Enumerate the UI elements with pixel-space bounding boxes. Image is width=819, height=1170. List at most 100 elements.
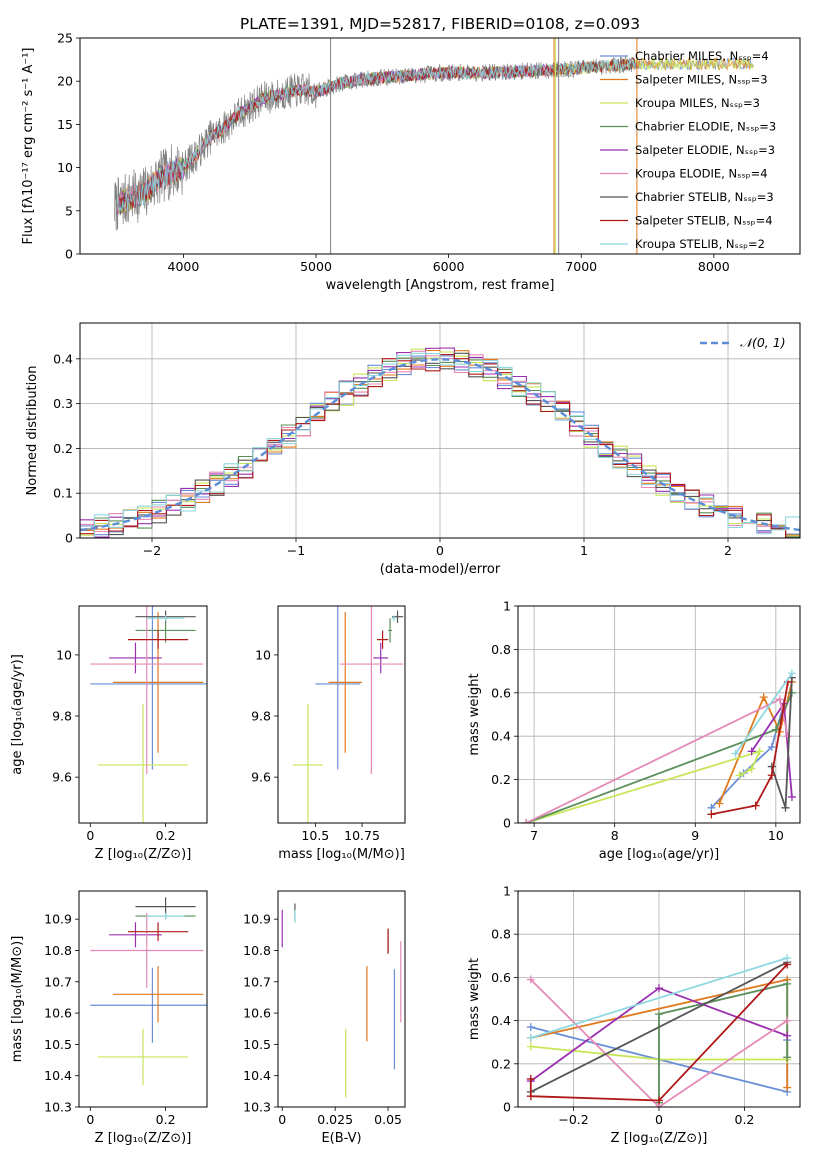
mass-age-errorbar xyxy=(376,630,389,649)
age-weight-frame xyxy=(517,605,801,824)
z-age-frame xyxy=(78,605,208,824)
z-age-ytick-label: 9.8 xyxy=(52,709,72,724)
residuals-ytick-label: 0.4 xyxy=(53,351,73,366)
z-age-xtick-label: 0 xyxy=(86,828,94,843)
mass-age-errorbar xyxy=(373,642,389,674)
age-weight-point-marker xyxy=(787,792,796,801)
z-weight-ytick-label: 1 xyxy=(503,884,511,899)
spectrum-xtick-label: 8000 xyxy=(698,259,730,274)
z-age-errorbar xyxy=(90,606,207,770)
age-weight-ytick-label: 0 xyxy=(503,816,511,831)
mass-age-errorbar xyxy=(328,612,363,753)
z-age-ytick-label: 10 xyxy=(56,647,72,662)
z-age-errorbar xyxy=(97,703,189,823)
z-weight-xtick-label: 0.2 xyxy=(735,1112,755,1127)
z-mass-plot-area xyxy=(90,897,207,1086)
z-age-ylabel: age [log₁₀(age/yr)] xyxy=(10,654,25,775)
ebv-mass-ytick-label: 10.8 xyxy=(243,943,271,958)
z-age-panel: 0 0.2 9.6 9.8 10 Z [log₁₀(Z/Z⊙)] age [log₁₀(ag… xyxy=(10,605,208,862)
age-weight-ytick-label: 0.8 xyxy=(491,642,511,657)
age-weight-point-marker xyxy=(522,819,531,823)
residuals-ytick-label: 0.3 xyxy=(53,396,73,411)
spectrum-ylabel: Flux [fλ10⁻¹⁷ erg cm⁻² s⁻¹ A⁻¹] xyxy=(21,48,36,245)
z-mass-errorbar xyxy=(112,966,204,1023)
ebv-mass-frame xyxy=(277,890,406,1108)
residuals-xtick-label: 1 xyxy=(580,543,588,558)
ebv-mass-plot-area xyxy=(281,903,402,1098)
z-weight-frame xyxy=(517,890,801,1108)
age-weight-series-line xyxy=(525,697,789,823)
mass-age-panel: 10.5 10.75 9.6 9.8 10 mass [log₁₀(M/M⊙)] xyxy=(251,605,406,862)
ebv-mass-xtick-label: 0.025 xyxy=(317,1112,353,1127)
z-weight-point-marker xyxy=(783,1031,792,1040)
age-weight-point-marker xyxy=(751,801,760,810)
ebv-mass-ytick-label: 10.5 xyxy=(243,1037,271,1052)
spectrum-legend-item: Salpeter ELODIE, Nₛₛₚ=3 xyxy=(600,143,775,157)
z-mass-ytick-label: 10.6 xyxy=(44,1006,72,1021)
residuals-ytick-label: 0.1 xyxy=(53,486,73,501)
ebv-mass-xlabel: E(B-V) xyxy=(321,1131,361,1146)
z-weight-xtick-label: −0.2 xyxy=(558,1112,588,1127)
z-weight-series-line xyxy=(658,982,789,1103)
spectrum-xtick-label: 6000 xyxy=(433,259,465,274)
spectrum-xtick-label: 4000 xyxy=(168,259,200,274)
ebv-mass-xtick-label: 0 xyxy=(278,1112,286,1127)
legend-label: 𝒩(0, 1) xyxy=(740,335,786,350)
z-weight-series-line xyxy=(530,961,788,1093)
z-mass-ytick-label: 10.3 xyxy=(44,1100,72,1115)
spectrum-ytick-label: 15 xyxy=(57,117,73,132)
z-weight-ytick-label: 0.2 xyxy=(491,1056,511,1071)
z-weight-point-marker xyxy=(526,1023,535,1032)
legend-label: Kroupa ELODIE, Nₛₛₚ=4 xyxy=(635,167,768,181)
spectrum-model-line xyxy=(116,58,637,212)
z-weight-point-marker xyxy=(526,1074,535,1083)
age-weight-point-marker xyxy=(715,799,724,808)
legend-label: Salpeter ELODIE, Nₛₛₚ=3 xyxy=(635,143,775,157)
spectrum-ytick-label: 5 xyxy=(65,203,73,218)
z-weight-plot-area xyxy=(518,891,800,1107)
age-weight-point-marker xyxy=(747,747,756,756)
legend-label: Chabrier STELIB, Nₛₛₚ=3 xyxy=(635,190,774,204)
ebv-mass-xtick-label: 0.05 xyxy=(374,1112,402,1127)
spectrum-ytick-label: 10 xyxy=(57,160,73,175)
spectrum-xtick-label: 7000 xyxy=(565,259,597,274)
residual-histogram xyxy=(80,352,800,538)
spectrum-legend-item: Chabrier MILES, Nₛₛₚ=4 xyxy=(600,49,769,63)
age-weight-series-line xyxy=(718,681,793,804)
z-mass-xlabel: Z [log₁₀(Z/Z⊙)] xyxy=(95,1131,192,1146)
age-weight-xtick-label: 8 xyxy=(611,828,619,843)
z-weight-point-marker xyxy=(783,979,792,988)
z-weight-panel: −0.2 0 0.2 0 0.2 0.4 0.6 0.8 1 Z [log₁₀(Z/Z⊙)] mas… xyxy=(467,884,801,1146)
age-weight-point-marker xyxy=(767,771,776,780)
mass-age-ytick-label: 9.6 xyxy=(251,770,271,785)
spectrum-legend-item: Chabrier STELIB, Nₛₛₚ=3 xyxy=(600,190,774,204)
spectrum-xtick-label: 5000 xyxy=(300,259,332,274)
z-age-ytick-label: 9.6 xyxy=(52,770,72,785)
spectrum-ytick-label: 25 xyxy=(57,31,73,46)
spectrum-panel: 4000 5000 6000 7000 8000 0 5 10 15 20 25 wavelength… xyxy=(21,31,801,293)
residuals-xtick-label: −2 xyxy=(143,543,161,558)
z-weight-point-marker xyxy=(783,1016,792,1025)
age-weight-point-marker xyxy=(755,747,764,756)
age-weight-ytick-label: 0.6 xyxy=(491,685,511,700)
z-age-errorbar xyxy=(146,615,185,622)
age-weight-ylabel: mass weight xyxy=(467,673,482,755)
age-weight-point-marker xyxy=(747,764,756,773)
age-weight-point-marker xyxy=(787,669,796,678)
age-weight-point-marker xyxy=(781,803,790,812)
mass-age-plot-area xyxy=(292,606,404,823)
mass-age-frame xyxy=(277,605,406,824)
z-mass-xtick-label: 0.2 xyxy=(156,1112,176,1127)
z-weight-point-marker xyxy=(783,953,792,962)
z-mass-errorbar xyxy=(90,912,204,989)
legend-label: Kroupa MILES, Nₛₛₚ=3 xyxy=(635,96,760,110)
legend-label: Chabrier MILES, Nₛₛₚ=4 xyxy=(635,49,769,63)
mass-age-errorbar xyxy=(391,615,396,622)
age-weight-point-marker xyxy=(735,771,744,780)
residuals-plot-area xyxy=(80,323,800,538)
legend-label: Salpeter STELIB, Nₛₛₚ=4 xyxy=(635,214,773,228)
z-mass-panel: 0 0.2 10.3 10.4 10.5 10.6 10.7 10.8 10.9 Z [log₁₀… xyxy=(10,890,208,1146)
z-age-xtick-label: 0.2 xyxy=(156,828,176,843)
spectrum-legend-item: Kroupa MILES, Nₛₛₚ=3 xyxy=(600,96,760,110)
